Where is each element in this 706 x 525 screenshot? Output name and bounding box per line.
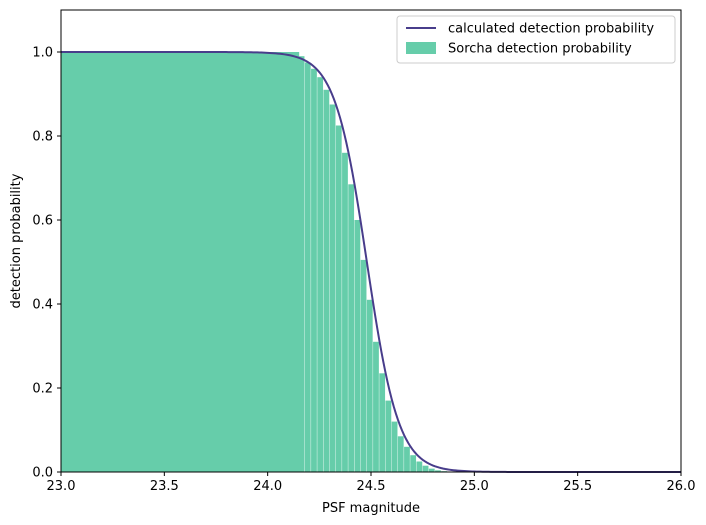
x-axis-label: PSF magnitude <box>322 501 420 516</box>
histogram-bar <box>391 421 398 472</box>
histogram-bar <box>317 77 324 472</box>
legend-bar-swatch <box>406 42 436 54</box>
y-axis-label: detection probability <box>9 173 24 308</box>
histogram-bar <box>379 373 386 472</box>
histogram-bar <box>428 468 435 472</box>
histogram-bar <box>435 470 441 472</box>
y-tick-label: 0.2 <box>32 382 53 397</box>
histogram-bar <box>404 446 410 472</box>
y-tick-label: 0.4 <box>32 298 53 313</box>
x-tick-label: 25.0 <box>460 479 489 494</box>
histogram-bar <box>348 184 355 473</box>
y-axis-ticks: 0.0 0.2 0.4 0.6 0.8 1.0 <box>32 46 61 481</box>
x-tick-label: 23.0 <box>47 479 76 494</box>
histogram-bar <box>329 104 336 472</box>
histogram-bar <box>360 259 367 472</box>
histogram-bar <box>304 62 311 472</box>
y-tick-label: 1.0 <box>32 46 53 61</box>
y-tick-label: 0.6 <box>32 214 53 229</box>
legend-bar-label: Sorcha detection probability <box>448 42 632 57</box>
x-tick-label: 23.5 <box>150 479 179 494</box>
x-tick-label: 24.5 <box>357 479 386 494</box>
histogram-bar <box>422 465 429 472</box>
y-tick-label: 0.0 <box>32 466 53 481</box>
histogram-bar <box>366 299 373 472</box>
histogram-bar <box>335 125 342 472</box>
legend-box <box>396 15 676 64</box>
histogram-bar-plateau <box>61 52 300 472</box>
histogram-bar <box>410 455 417 472</box>
legend: calculated detection probability Sorcha … <box>396 15 676 64</box>
histogram-bar <box>373 341 379 472</box>
histogram-bars <box>61 52 454 473</box>
histogram-bar <box>416 461 423 472</box>
histogram-bar <box>323 89 330 473</box>
legend-line-label: calculated detection probability <box>448 22 654 37</box>
x-tick-label: 24.0 <box>253 479 282 494</box>
x-axis-ticks: 23.0 23.5 24.0 24.5 25.0 25.5 26.0 <box>47 472 696 494</box>
y-tick-label: 0.8 <box>32 130 53 145</box>
histogram-bar <box>311 68 317 473</box>
histogram-bar <box>342 152 348 473</box>
histogram-bar <box>298 56 305 472</box>
x-tick-label: 26.0 <box>667 479 696 494</box>
histogram-bar <box>385 400 392 472</box>
histogram-bar <box>397 436 404 472</box>
histogram-bar <box>354 220 361 472</box>
x-tick-label: 25.5 <box>563 479 592 494</box>
